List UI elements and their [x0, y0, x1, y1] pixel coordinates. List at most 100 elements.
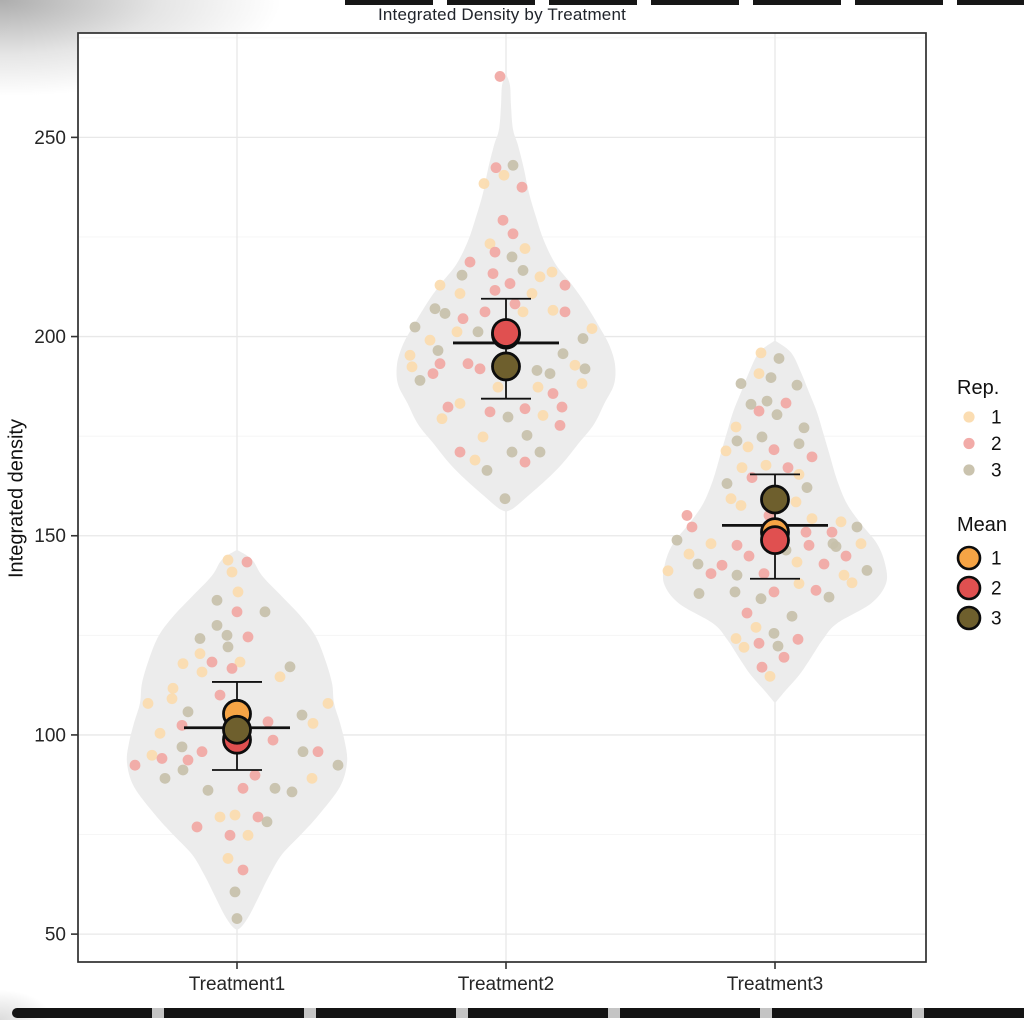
jitter-point-rep2 — [479, 306, 491, 318]
jitter-point-rep3 — [297, 746, 309, 758]
y-tick-label: 50 — [45, 925, 66, 946]
jitter-point-rep2 — [267, 734, 279, 746]
jitter-point-rep3 — [786, 610, 798, 622]
jitter-point-rep3 — [414, 374, 426, 386]
jitter-point-rep1 — [274, 671, 286, 683]
jitter-point-rep2 — [519, 456, 531, 468]
jitter-point-rep2 — [129, 759, 141, 771]
jitter-point-rep3 — [771, 409, 783, 421]
jitter-point-rep3 — [761, 395, 773, 407]
jitter-point-rep2 — [519, 403, 531, 415]
jitter-point-rep1 — [755, 347, 767, 359]
x-tick-label: Treatment3 — [727, 974, 823, 995]
jitter-point-rep2 — [490, 162, 502, 174]
jitter-point-rep1 — [662, 565, 674, 577]
jitter-point-rep2 — [768, 586, 780, 598]
jitter-point-rep3 — [269, 782, 281, 794]
jitter-point-rep3 — [456, 269, 468, 281]
jitter-point-rep2 — [489, 246, 501, 258]
jitter-point-rep1 — [454, 398, 466, 409]
jitter-point-rep1 — [146, 749, 158, 761]
jitter-point-rep1 — [855, 538, 867, 550]
jitter-point-rep2 — [462, 358, 474, 370]
jitter-point-rep1 — [537, 410, 549, 421]
jitter-point-rep1 — [166, 693, 178, 705]
jitter-point-rep2 — [818, 558, 830, 570]
jitter-point-rep2 — [442, 401, 454, 413]
y-tick-label: 250 — [34, 128, 66, 149]
jitter-point-rep3 — [801, 482, 813, 493]
jitter-point-rep1 — [753, 368, 765, 380]
jitter-point-rep3 — [798, 422, 810, 434]
jitter-point-rep2 — [716, 559, 728, 571]
jitter-point-rep1 — [234, 656, 246, 668]
mean-point-rep2 — [760, 525, 790, 556]
jitter-point-rep1 — [750, 621, 762, 633]
jitter-point-rep1 — [738, 641, 750, 653]
jitter-point-rep1 — [492, 381, 504, 393]
jitter-point-rep1 — [454, 288, 466, 299]
jitter-point-rep1 — [436, 413, 448, 425]
jitter-point-rep1 — [451, 326, 463, 338]
legend-rep-label: 3 — [991, 461, 1002, 482]
jitter-point-rep1 — [306, 772, 318, 784]
legend-mean-key — [956, 575, 982, 601]
jitter-point-rep3 — [211, 619, 223, 631]
jitter-point-rep1 — [736, 462, 748, 474]
jitter-point-rep3 — [439, 308, 451, 319]
jitter-point-rep3 — [773, 353, 785, 364]
jitter-point-rep3 — [472, 326, 484, 338]
jitter-point-rep3 — [499, 493, 511, 505]
jitter-point-rep1 — [526, 288, 538, 299]
jitter-point-rep3 — [731, 569, 743, 581]
jitter-point-rep2 — [516, 181, 528, 193]
y-tick-label: 200 — [34, 327, 66, 348]
legend-rep-key — [963, 411, 975, 423]
x-tick-label: Treatment2 — [458, 974, 554, 995]
jitter-point-rep1 — [519, 243, 531, 254]
jitter-point-rep3 — [692, 558, 704, 570]
jitter-point-rep1 — [546, 266, 558, 278]
jitter-point-rep3 — [577, 333, 589, 344]
jitter-point-rep3 — [793, 438, 805, 450]
legend-rep-key — [963, 437, 975, 450]
jitter-point-rep1 — [222, 554, 234, 566]
jitter-point-rep1 — [725, 493, 737, 505]
jitter-point-rep1 — [478, 178, 490, 189]
mean-point-rep3 — [491, 351, 521, 382]
jitter-point-rep3 — [409, 321, 421, 333]
jitter-point-rep3 — [557, 348, 569, 360]
jitter-point-rep3 — [202, 784, 214, 796]
jitter-point-rep2 — [457, 313, 469, 325]
legend-mean-label: 1 — [991, 549, 1002, 570]
jitter-point-rep2 — [224, 829, 236, 841]
jitter-point-rep3 — [768, 627, 780, 639]
jitter-point-rep3 — [671, 534, 683, 546]
jitter-point-rep1 — [196, 666, 208, 678]
jitter-point-rep1 — [484, 238, 496, 250]
jitter-point-rep1 — [791, 556, 803, 568]
jitter-point-rep2 — [806, 451, 818, 463]
jitter-point-rep1 — [576, 378, 588, 389]
jitter-point-rep2 — [753, 405, 765, 417]
jitter-point-rep2 — [206, 656, 218, 668]
x-tick-label: Treatment1 — [189, 974, 285, 995]
jitter-point-rep2 — [559, 306, 571, 318]
jitter-point-rep3 — [502, 411, 514, 423]
jitter-point-rep1 — [498, 169, 510, 181]
jitter-point-rep2 — [753, 637, 765, 649]
legend-rep-label: 1 — [991, 408, 1002, 429]
jitter-point-rep2 — [249, 769, 261, 781]
jitter-point-rep2 — [504, 278, 516, 289]
jitter-point-rep3 — [194, 633, 206, 644]
jitter-point-rep1 — [229, 809, 241, 821]
jitter-point-rep1 — [194, 648, 206, 660]
jitter-point-rep2 — [686, 521, 698, 533]
legend-mean-label: 2 — [991, 579, 1002, 600]
jitter-point-rep2 — [231, 606, 243, 618]
jitter-point-rep3 — [721, 478, 733, 489]
jitter-point-rep2 — [312, 746, 324, 758]
jitter-point-rep2 — [489, 284, 501, 296]
jitter-point-rep3 — [432, 345, 444, 356]
